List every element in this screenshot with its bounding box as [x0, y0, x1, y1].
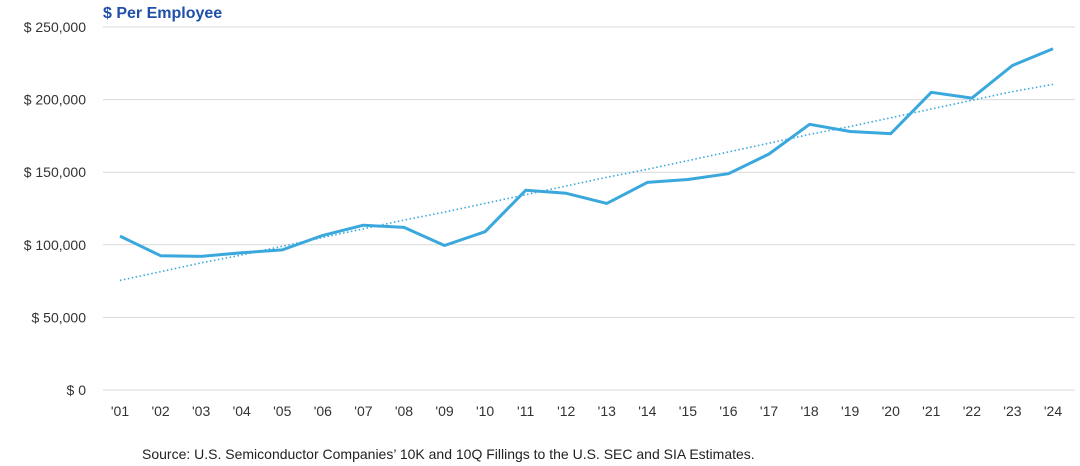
- x-axis-ticks: '01 '02 '03 '04 '05 '06 '07 '08 '09 '10 '11 '12 '13 '…: [111, 403, 1062, 419]
- y-tick-label: $ 150,000: [24, 164, 86, 180]
- x-tick-label: '17: [760, 403, 778, 419]
- y-axis-ticks: $ 0 $ 50,000 $ 100,000 $ 150,000 $ 200,000 $ …: [24, 19, 87, 398]
- y-tick-label: $ 250,000: [24, 19, 86, 35]
- x-tick-label: '14: [638, 403, 656, 419]
- x-tick-label: '10: [476, 403, 494, 419]
- y-tick-label: $ 0: [67, 382, 87, 398]
- x-tick-label: '19: [841, 403, 859, 419]
- y-tick-label: $ 200,000: [24, 92, 86, 108]
- x-tick-label: '23: [1003, 403, 1021, 419]
- x-tick-label: '15: [679, 403, 697, 419]
- y-tick-label: $ 100,000: [24, 237, 86, 253]
- x-tick-label: '13: [598, 403, 616, 419]
- x-tick-label: '09: [435, 403, 453, 419]
- x-tick-label: '18: [800, 403, 818, 419]
- x-tick-label: '20: [882, 403, 900, 419]
- x-tick-label: '16: [719, 403, 737, 419]
- y-tick-label: $ 50,000: [32, 309, 87, 325]
- trendline: [119, 83, 1054, 282]
- x-tick-label: '03: [192, 403, 210, 419]
- x-tick-label: '21: [922, 403, 940, 419]
- series-lines: [119, 47, 1054, 282]
- x-tick-label: '05: [273, 403, 291, 419]
- x-tick-label: '07: [354, 403, 372, 419]
- x-tick-label: '02: [151, 403, 169, 419]
- plot-area: $ 0 $ 50,000 $ 100,000 $ 150,000 $ 200,000 $ …: [24, 19, 1075, 419]
- series-line: [119, 47, 1054, 258]
- gridlines: [103, 26, 1075, 391]
- x-tick-label: '06: [314, 403, 332, 419]
- x-tick-label: '22: [963, 403, 981, 419]
- chart-title: $ Per Employee: [103, 5, 223, 22]
- x-tick-label: '11: [517, 403, 534, 419]
- x-tick-label: '01: [111, 403, 129, 419]
- x-tick-label: '24: [1044, 403, 1062, 419]
- x-tick-label: '12: [557, 403, 575, 419]
- x-tick-label: '04: [233, 403, 251, 419]
- source-note: Source: U.S. Semiconductor Companies’ 10…: [142, 446, 755, 462]
- x-tick-label: '08: [395, 403, 413, 419]
